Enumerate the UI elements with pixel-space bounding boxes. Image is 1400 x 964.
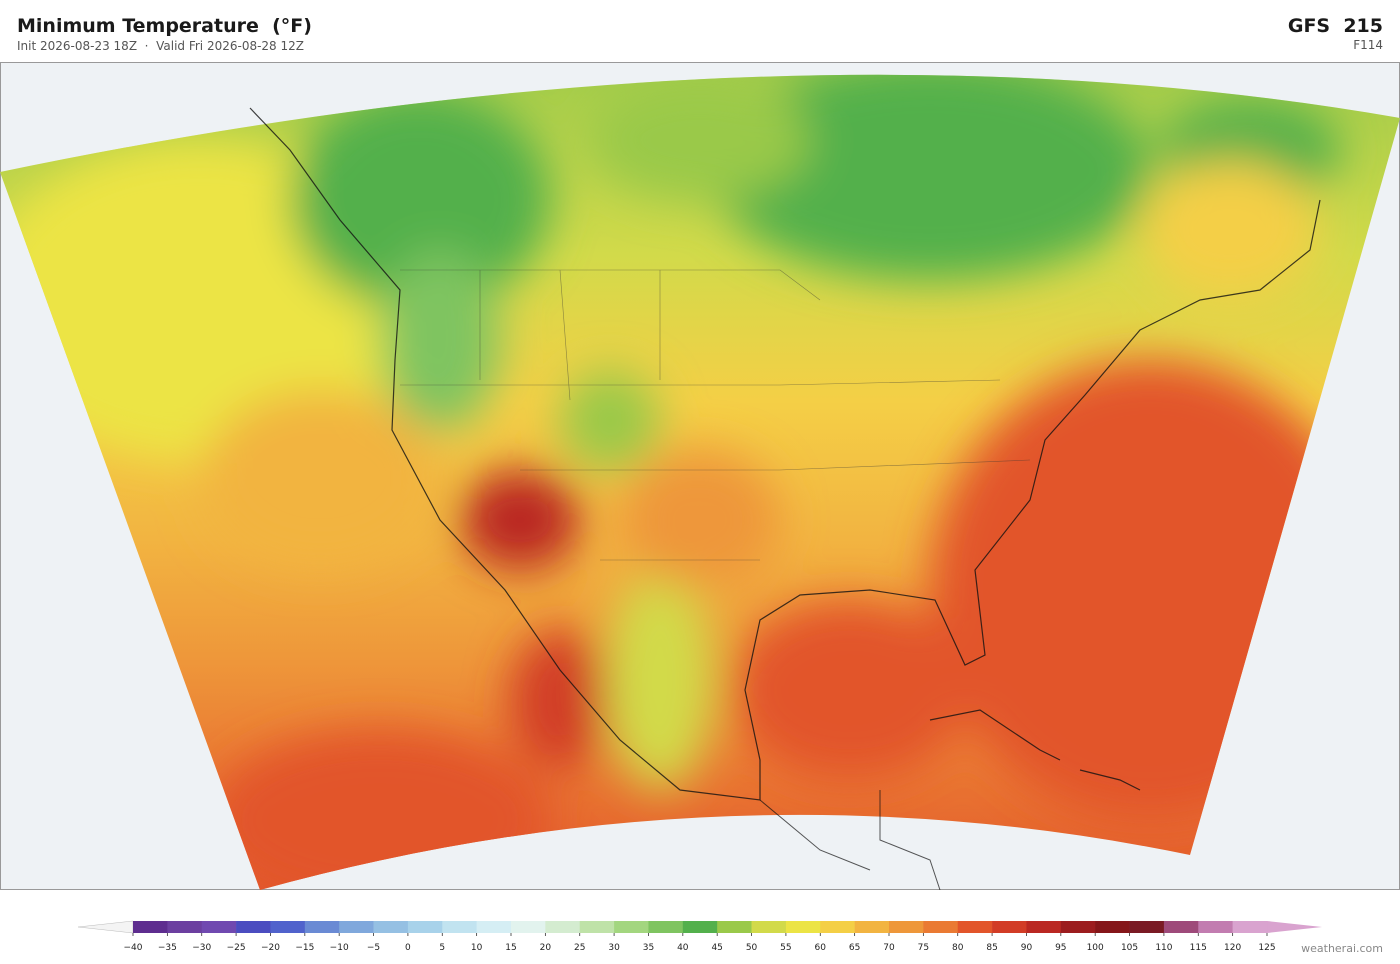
tick-label: −20 [261,943,280,953]
map-subtitle: Init 2026-08-23 18Z · Valid Fri 2026-08-… [17,39,304,53]
tick-label: 120 [1224,943,1241,953]
tick-label: 15 [505,943,516,953]
color-segment [1095,921,1130,933]
tick-label: 125 [1258,943,1275,953]
color-segment [339,921,374,933]
color-segment [236,921,271,933]
colorbar-under [77,920,134,934]
color-segment [201,921,237,933]
color-segment [785,921,821,933]
model-name: GFS 215 [1287,15,1383,37]
tick-label: 95 [1055,943,1066,953]
color-segment [511,921,546,933]
temperature-field [0,74,1400,890]
tick-label: 90 [1021,943,1033,953]
color-segment [820,921,855,933]
color-segment [373,921,409,933]
tick-label: −35 [158,943,177,953]
tick-label: −25 [227,943,246,953]
tick-label: 50 [746,943,758,953]
color-segment [957,921,993,933]
color-segment [923,921,959,933]
tick-label: 55 [780,943,791,953]
tick-label: 60 [815,943,827,953]
tick-label: 75 [918,943,929,953]
tick-label: 115 [1190,943,1207,953]
color-segment [545,921,581,933]
color-segment [476,921,512,933]
color-segment [270,921,306,933]
tick-label: 5 [439,943,445,953]
tick-label: −5 [367,943,380,953]
color-segment [854,921,890,933]
tick-label: 110 [1155,943,1172,953]
forecast-hour: F114 [1353,38,1383,52]
color-segment [1232,921,1268,933]
tick-label: 35 [643,943,654,953]
color-segment [992,921,1027,933]
color-segment [304,921,340,933]
color-segment [1060,921,1096,933]
tick-label: 40 [677,943,689,953]
tick-label: 80 [952,943,964,953]
tick-label: 85 [986,943,997,953]
color-segment [407,921,443,933]
color-segment [889,921,924,933]
tick-label: −40 [124,943,143,953]
watermark: weatherai.com [1301,942,1383,955]
tick-label: 30 [608,943,620,953]
tick-label: 100 [1087,943,1104,953]
color-segment [167,921,203,933]
color-segment [682,921,718,933]
tick-label: 45 [711,943,722,953]
tick-label: 20 [540,943,552,953]
color-segment [1129,921,1165,933]
color-segment [442,921,477,933]
color-segment [648,921,684,933]
tick-label: 70 [883,943,895,953]
color-segment [717,921,752,933]
tick-label: 25 [574,943,585,953]
tick-label: 65 [849,943,860,953]
tick-label: 105 [1121,943,1138,953]
color-segment [133,921,168,933]
tick-label: 0 [405,943,411,953]
tick-label: −10 [330,943,349,953]
tick-label: 10 [471,943,483,953]
color-segment [1026,921,1062,933]
map-title: Minimum Temperature (°F) [17,15,312,37]
color-segment [1163,921,1199,933]
color-segment [579,921,615,933]
color-segment [1198,921,1233,933]
color-segment [751,921,787,933]
tick-label: −30 [192,943,211,953]
colorbar-over [1267,921,1322,933]
colorbar: −40 −35 −30 −25 −20 −15 −10 −5 0 5 10 15 20 25 30 35 40 4… [77,920,1322,953]
tick-label: −15 [295,943,314,953]
color-segment [614,921,649,933]
